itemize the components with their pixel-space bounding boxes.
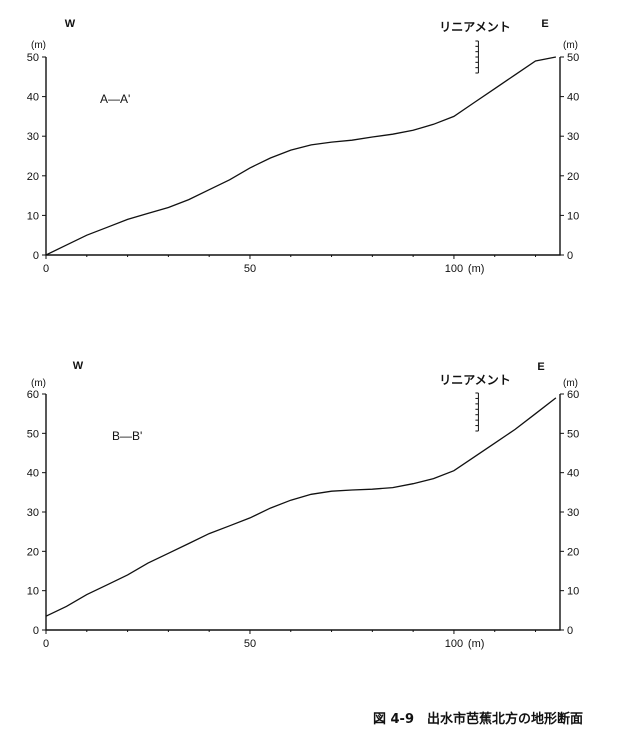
y-tick-label-left: 20 (27, 171, 39, 183)
y-tick-label-left: 30 (27, 131, 39, 143)
x-tick-label: 50 (244, 638, 256, 650)
y-tick-label-right: 50 (567, 52, 579, 64)
terrain-profile-line (45, 56, 557, 256)
y-tick-label-left: 30 (27, 507, 39, 519)
y-tick-label-left: 40 (27, 468, 39, 480)
y-tick-label-left: 50 (27, 428, 39, 440)
x-tick-label: 0 (43, 263, 49, 275)
y-unit-left: (m) (31, 378, 46, 389)
section-label: B—B' (112, 429, 142, 443)
y-tick-label-left: 0 (33, 250, 39, 262)
x-unit-label: (m) (468, 638, 485, 650)
y-tick-label-right: 40 (567, 92, 579, 104)
y-tick-label-right: 0 (567, 625, 573, 637)
west-label: W (73, 360, 84, 372)
x-tick-label: 0 (43, 638, 49, 650)
y-tick-label-right: 10 (567, 586, 579, 598)
y-tick-label-left: 10 (27, 586, 39, 598)
y-tick-label-right: 60 (567, 389, 579, 401)
x-unit-label: (m) (468, 263, 485, 275)
section-label: A—A' (100, 92, 130, 106)
east-label: E (537, 361, 544, 373)
y-tick-label-left: 10 (27, 210, 39, 222)
west-label: W (65, 18, 76, 30)
lineament-label: リニアメント (439, 20, 510, 34)
y-tick-label-right: 20 (567, 171, 579, 183)
y-tick-label-right: 10 (567, 210, 579, 222)
x-tick-label: 100 (445, 638, 463, 650)
y-unit-right: (m) (563, 378, 578, 389)
y-tick-label-right: 30 (567, 131, 579, 143)
y-tick-label-right: 20 (567, 546, 579, 558)
axis-frame (45, 57, 561, 256)
x-tick-label: 50 (244, 263, 256, 275)
y-tick-label-left: 60 (27, 389, 39, 401)
x-tick-label: 100 (445, 263, 463, 275)
y-tick-label-right: 30 (567, 507, 579, 519)
y-tick-label-right: 40 (567, 468, 579, 480)
y-tick-label-right: 50 (567, 428, 579, 440)
y-tick-label-right: 0 (567, 250, 573, 262)
terrain-profile-line (45, 397, 557, 617)
lineament-label: リニアメント (439, 373, 510, 387)
y-tick-label-left: 50 (27, 52, 39, 64)
y-tick-label-left: 40 (27, 92, 39, 104)
y-tick-label-left: 0 (33, 625, 39, 637)
y-tick-label-left: 20 (27, 546, 39, 558)
y-unit-right: (m) (563, 40, 578, 51)
y-unit-left: (m) (31, 40, 46, 51)
figure-caption: 図 4-9 出水市芭蕉北方の地形断面 (373, 711, 583, 727)
east-label: E (541, 18, 548, 30)
